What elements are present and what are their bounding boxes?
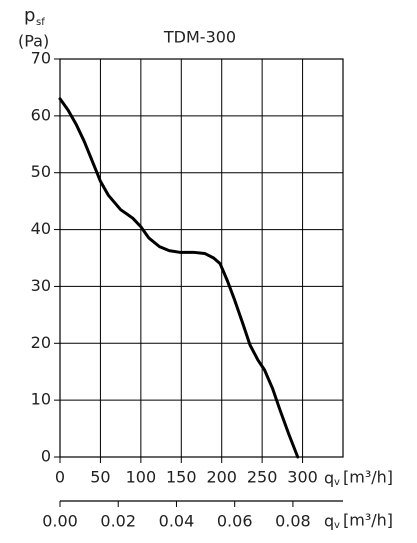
x-tick-label: 50: [90, 468, 110, 487]
x-unit: [m³/h]: [343, 468, 393, 487]
y-tick-label: 30: [31, 276, 51, 295]
y-label: p: [24, 5, 35, 26]
y-tick-label: 60: [31, 105, 51, 124]
x-tick-label: 200: [206, 468, 237, 487]
chart-title: TDM-300: [163, 28, 236, 47]
x2-label: q: [324, 512, 334, 531]
x-label: q: [324, 469, 334, 488]
x-tick-label: 300: [287, 468, 318, 487]
x2-unit: [m³/h]: [343, 511, 393, 530]
y-tick-label: 0: [41, 447, 51, 466]
x2-tick-label: 0.00: [42, 512, 78, 531]
y-tick-label: 70: [31, 49, 51, 68]
x-tick-label: 250: [247, 468, 278, 487]
x-label-sub: v: [334, 477, 340, 488]
y-tick-label: 50: [31, 162, 51, 181]
x-tick-label: 150: [166, 468, 197, 487]
y-tick-label: 10: [31, 390, 51, 409]
x2-tick-label: 0.04: [159, 512, 195, 531]
plot-frame: [59, 58, 344, 458]
x2-tick-label: 0.06: [217, 512, 253, 531]
x-tick-label: 100: [126, 468, 157, 487]
x2-tick-label: 0.02: [100, 512, 136, 531]
y-tick-label: 40: [31, 219, 51, 238]
curve: [58, 97, 300, 459]
x2-tick-label: 0.08: [275, 512, 311, 531]
y-label-sub: sf: [36, 17, 45, 28]
y-unit: (Pa): [18, 32, 49, 51]
x-tick-label: 0: [55, 468, 65, 487]
x2-label-sub: v: [334, 520, 340, 531]
y-tick-label: 20: [31, 333, 51, 352]
